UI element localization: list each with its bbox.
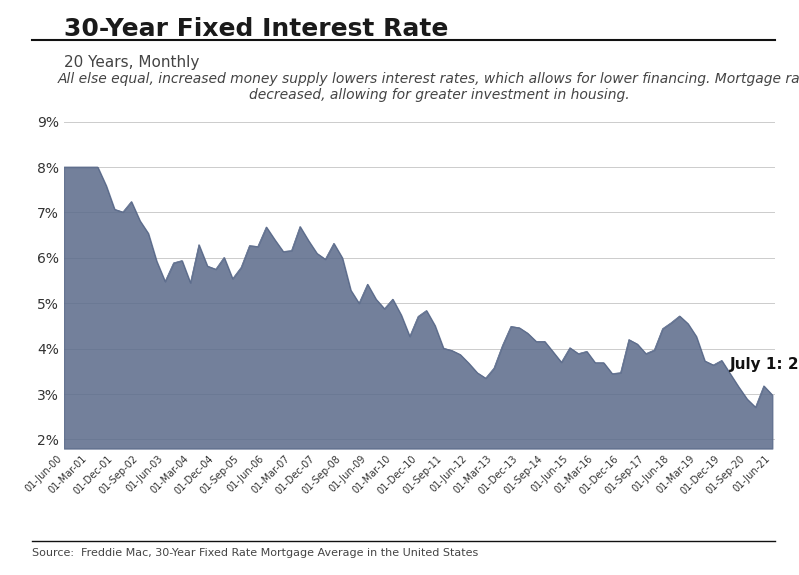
- Text: July 1: 2.98%: July 1: 2.98%: [730, 357, 799, 372]
- Text: 20 Years, Monthly: 20 Years, Monthly: [64, 55, 199, 70]
- Text: Source:  Freddie Mac, 30-Year Fixed Rate Mortgage Average in the United States: Source: Freddie Mac, 30-Year Fixed Rate …: [32, 548, 479, 558]
- Text: All else equal, increased money supply lowers interest rates, which allows for l: All else equal, increased money supply l…: [58, 72, 799, 102]
- Text: 30-Year Fixed Interest Rate: 30-Year Fixed Interest Rate: [64, 17, 448, 41]
